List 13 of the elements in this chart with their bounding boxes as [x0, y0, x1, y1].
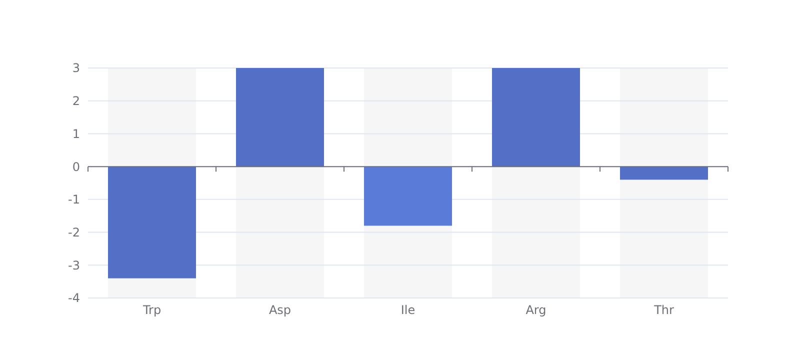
y-tick-label: -1 [68, 192, 80, 207]
x-tick-label: Ile [400, 303, 416, 317]
y-tick-label: 0 [72, 160, 80, 174]
y-tick-label: -3 [68, 258, 80, 272]
x-tick-label: Thr [653, 303, 674, 317]
y-tick-label: -2 [68, 225, 80, 240]
y-tick-label: -4 [68, 291, 80, 306]
x-tick-label: Asp [268, 303, 292, 317]
y-tick-label: 3 [72, 61, 80, 76]
y-tick-label: 2 [72, 94, 80, 108]
y-tick-label: 1 [72, 126, 80, 141]
x-tick-label: Trp [142, 303, 162, 317]
x-tick-label: Arg [526, 303, 546, 317]
